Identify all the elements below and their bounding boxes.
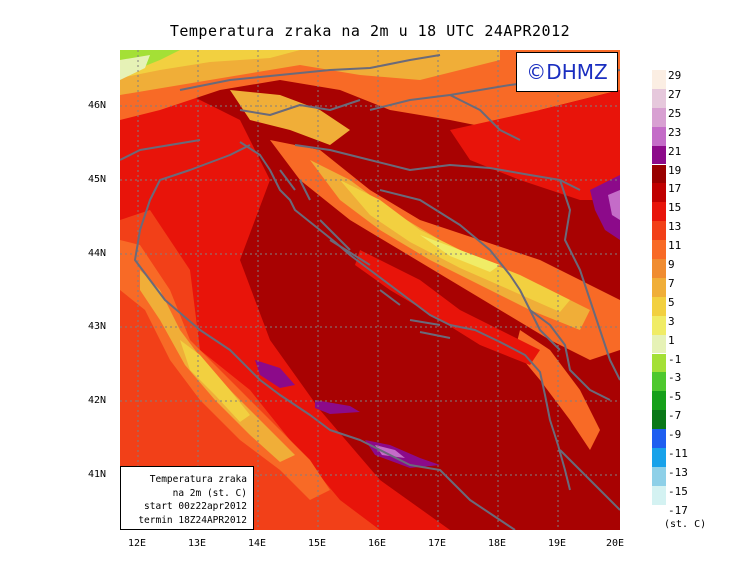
info-line-2: na 2m (st. C) xyxy=(172,487,247,499)
lon-label-17: 17E xyxy=(428,538,447,549)
legend-swatch xyxy=(652,429,666,448)
info-line-3: start 00z22apr2012 xyxy=(144,501,247,512)
legend-swatch xyxy=(652,391,666,411)
legend-swatch xyxy=(652,353,666,373)
legend-label: 27 xyxy=(668,87,682,101)
legend-swatch xyxy=(652,221,666,241)
legend-label: 21 xyxy=(668,144,682,158)
legend-label: -9 xyxy=(668,428,682,442)
lon-label-16: 16E xyxy=(368,538,387,549)
legend-label: -15 xyxy=(668,484,688,498)
legend-swatch xyxy=(652,126,666,146)
legend-swatch xyxy=(652,485,666,505)
copyright-badge: ©DHMZ xyxy=(516,52,618,92)
legend-swatch xyxy=(652,259,666,278)
legend-swatch xyxy=(652,466,666,486)
legend-label: -13 xyxy=(668,465,688,479)
lon-label-20: 20E xyxy=(606,538,625,549)
legend-swatch xyxy=(652,315,666,335)
legend-label: -17 xyxy=(668,503,688,517)
legend-label: 17 xyxy=(668,182,682,196)
legend-label: -3 xyxy=(668,371,682,385)
legend-swatch xyxy=(652,145,666,165)
temperature-field xyxy=(120,50,620,530)
legend-label: 15 xyxy=(668,201,682,215)
legend-label: 7 xyxy=(668,276,675,290)
info-line-1: Temperatura zraka xyxy=(149,474,247,485)
legend-label: 9 xyxy=(668,258,675,271)
legend-unit: (st. C) xyxy=(664,519,707,530)
lat-label-41: 41N xyxy=(88,469,107,480)
lat-label-43: 43N xyxy=(88,321,107,332)
legend-swatch xyxy=(652,410,666,430)
legend-swatch xyxy=(652,183,666,203)
legend-swatch xyxy=(652,296,666,316)
legend-label: 29 xyxy=(668,69,682,82)
lon-label-19: 19E xyxy=(548,538,567,549)
legend-label: -11 xyxy=(668,447,688,460)
legend-label: 23 xyxy=(668,125,682,139)
lon-label-15: 15E xyxy=(308,538,327,549)
legend-label: 13 xyxy=(668,220,682,234)
legend-label: 5 xyxy=(668,295,675,309)
lat-label-46: 46N xyxy=(88,100,107,111)
legend-swatch xyxy=(652,164,666,184)
legend-swatch xyxy=(652,504,666,524)
lat-label-44: 44N xyxy=(88,248,107,259)
legend-label: 3 xyxy=(668,314,675,328)
legend-swatch xyxy=(652,334,666,354)
legend-swatch xyxy=(652,448,666,467)
map-title: Temperatura zraka na 2m u 18 UTC 24APR20… xyxy=(169,22,571,40)
legend-swatch xyxy=(652,70,666,89)
legend-swatch xyxy=(652,202,666,222)
lon-label-13: 13E xyxy=(188,538,207,549)
legend-label: 25 xyxy=(668,106,682,120)
legend-swatch xyxy=(652,277,666,297)
temperature-map xyxy=(120,50,620,530)
legend-label: -5 xyxy=(668,390,682,404)
legend-swatch xyxy=(652,240,666,259)
legend-label: -1 xyxy=(668,352,682,366)
info-line-4: termin 18Z24APR2012 xyxy=(138,514,247,526)
legend-label: 1 xyxy=(668,333,675,347)
legend-swatch xyxy=(652,107,666,127)
legend-swatch xyxy=(652,88,666,108)
lon-label-12: 12E xyxy=(128,538,147,549)
legend-label: -7 xyxy=(668,409,682,423)
legend-swatch xyxy=(652,372,666,392)
lon-label-18: 18E xyxy=(488,538,507,549)
legend-label: 11 xyxy=(668,239,682,253)
lon-label-14: 14E xyxy=(248,538,267,549)
legend-label: 19 xyxy=(668,163,682,177)
info-box: Temperatura zraka na 2m (st. C) start 00… xyxy=(120,466,254,530)
lat-label-45: 45N xyxy=(88,174,107,185)
lat-label-42: 42N xyxy=(88,395,107,406)
